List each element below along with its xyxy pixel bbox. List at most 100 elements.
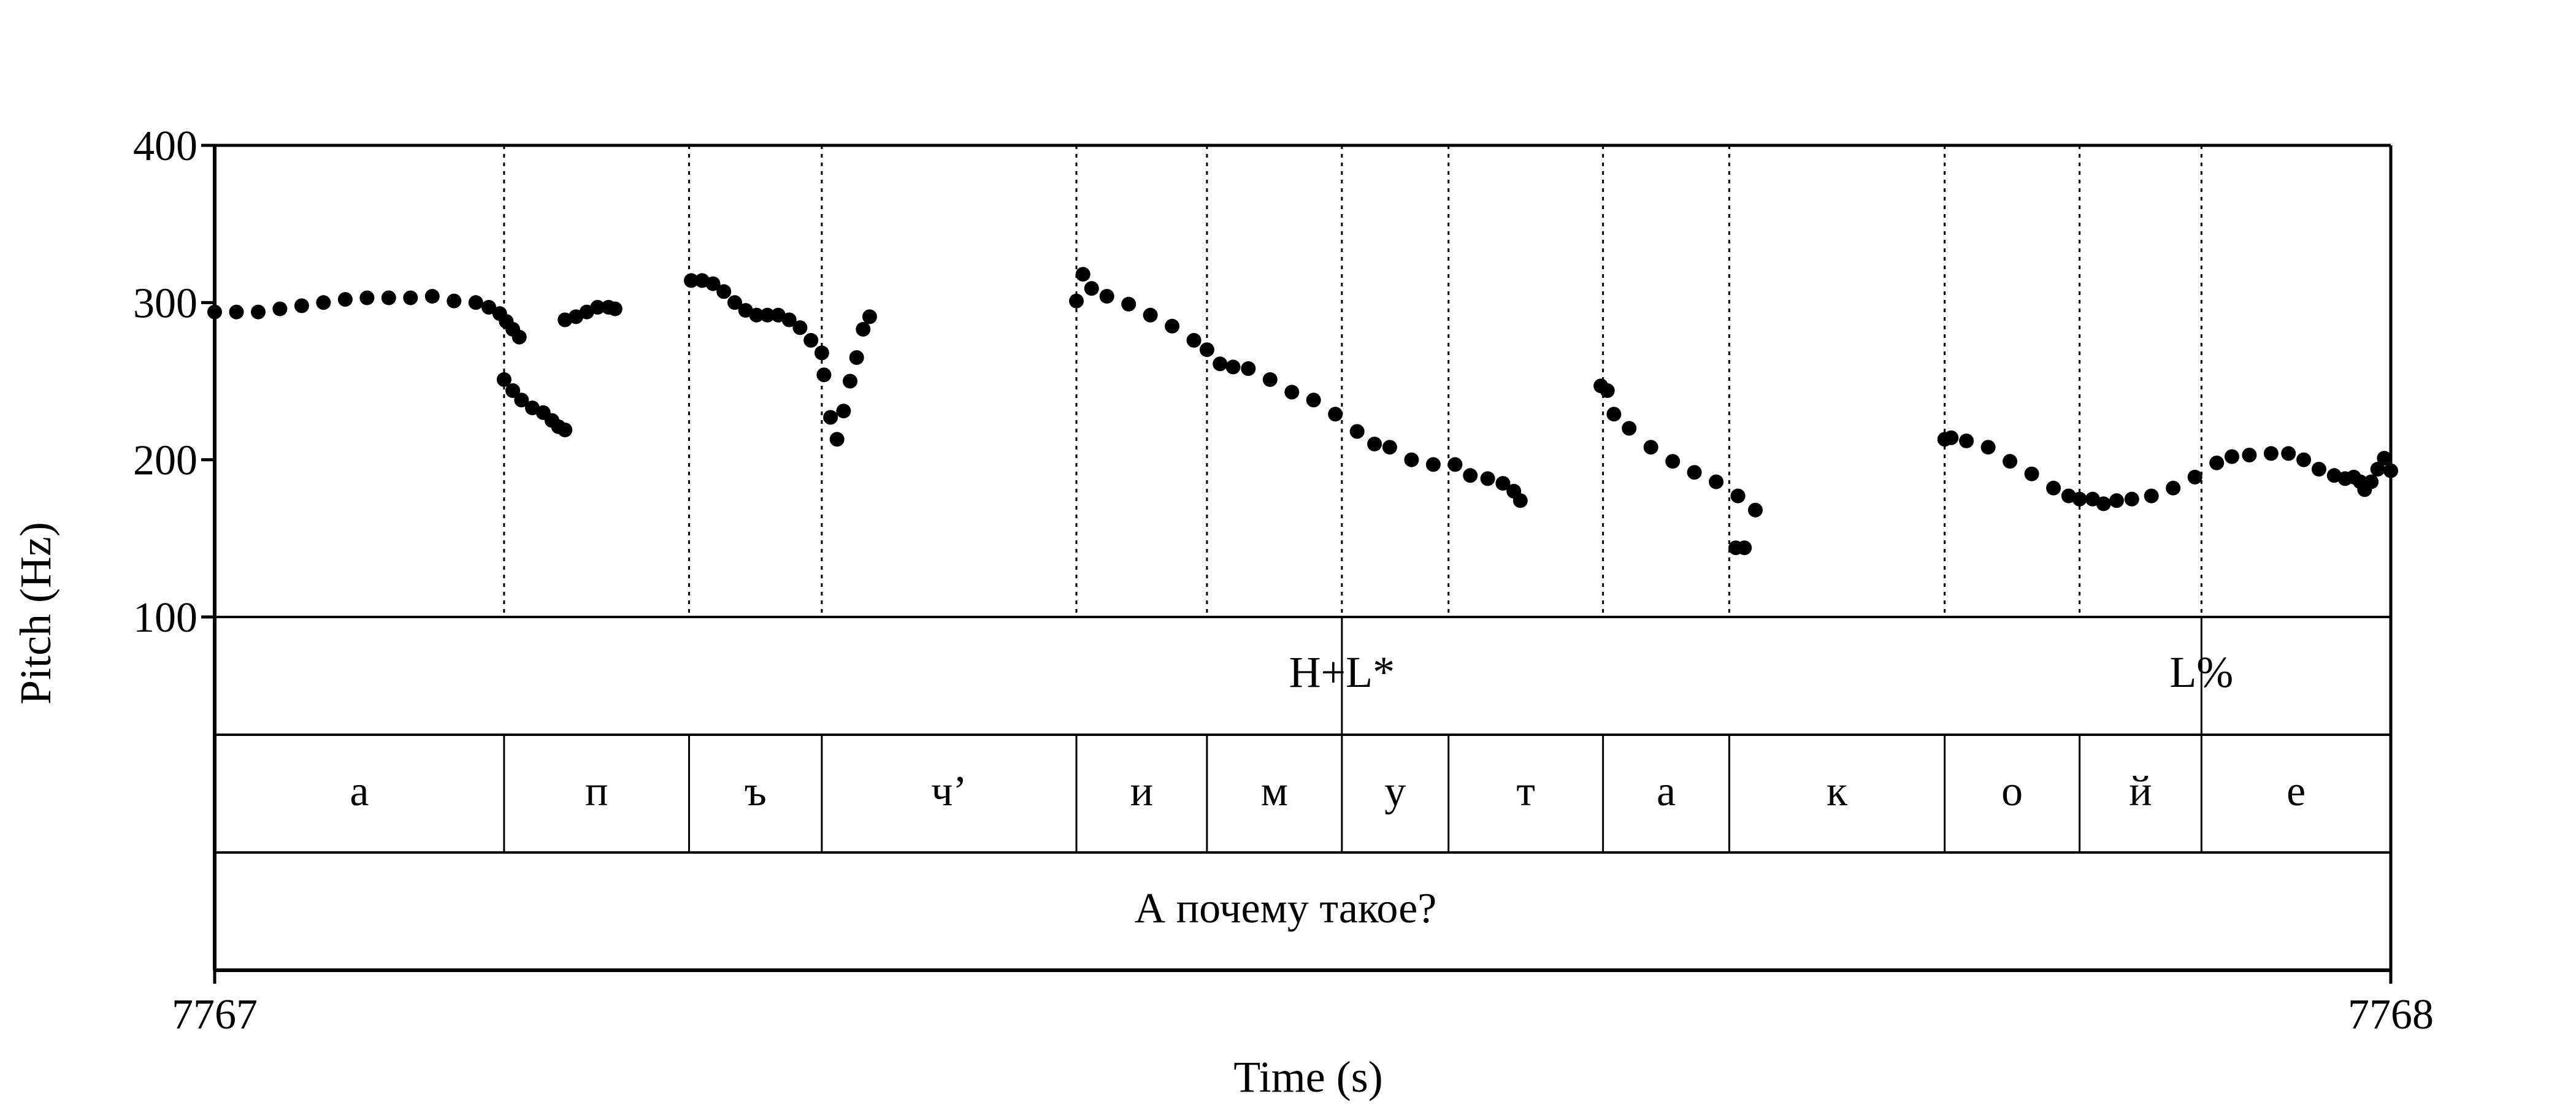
x-axis-label: Time (s) xyxy=(1233,1052,1382,1101)
pitch-point-19 xyxy=(505,383,521,398)
pitch-point-113 xyxy=(2296,452,2312,467)
pitch-point-62 xyxy=(1213,356,1228,372)
pitch-point-109 xyxy=(2225,449,2239,464)
pitch-point-59 xyxy=(1165,318,1180,334)
pitch-point-82 xyxy=(1606,407,1622,422)
pitch-point-12 xyxy=(468,295,483,310)
pitch-point-8 xyxy=(381,290,396,305)
pitch-point-39 xyxy=(760,307,775,323)
pitch-point-96 xyxy=(2003,454,2018,469)
pitch-point-74 xyxy=(1447,457,1463,472)
pitch-point-76 xyxy=(1480,471,1495,486)
pitch-point-103 xyxy=(2109,493,2124,508)
y-tick-label-1: 200 xyxy=(133,437,197,485)
y-tick-label-2: 300 xyxy=(133,280,197,327)
pitch-point-42 xyxy=(792,320,808,335)
pitch-point-51 xyxy=(856,321,871,337)
y-tick-label-3: 400 xyxy=(133,123,197,170)
pitch-point-17 xyxy=(512,329,527,345)
pitch-point-100 xyxy=(2072,491,2087,507)
pitch-point-72 xyxy=(1404,452,1419,467)
pitch-point-84 xyxy=(1643,440,1658,455)
segment-label-0: а xyxy=(350,768,369,815)
pitch-point-58 xyxy=(1143,307,1158,323)
pitch-point-104 xyxy=(2124,491,2139,507)
pitch-point-50 xyxy=(849,350,864,365)
segment-boundaries xyxy=(503,145,2202,852)
pitch-point-93 xyxy=(1944,430,1959,445)
pitch-point-35 xyxy=(716,284,732,299)
pitch-point-121 xyxy=(2370,462,2385,477)
pitch-point-47 xyxy=(829,432,845,447)
pitch-point-68 xyxy=(1328,407,1343,422)
pitch-point-122 xyxy=(2377,451,2392,466)
pitch-point-89 xyxy=(1748,502,1763,518)
pitch-point-79 xyxy=(1512,493,1528,508)
pitch-point-64 xyxy=(1241,361,1256,376)
pitch-point-7 xyxy=(359,290,375,305)
pitch-point-32 xyxy=(684,273,699,288)
segment-label-10: о xyxy=(2001,768,2023,815)
segment-label-7: т xyxy=(1516,768,1535,815)
pitch-point-63 xyxy=(1225,359,1241,375)
pitch-point-114 xyxy=(2311,462,2326,477)
pitch-point-95 xyxy=(1980,440,1996,455)
pitch-point-10 xyxy=(424,289,440,304)
pitch-point-107 xyxy=(2187,469,2202,485)
pitch-point-31 xyxy=(607,301,623,316)
pitch-point-0 xyxy=(207,304,222,320)
tone-tier-labels: H+L* L% xyxy=(1289,648,2234,697)
pitch-point-49 xyxy=(843,373,857,389)
pitch-point-108 xyxy=(2209,455,2225,470)
pitch-point-67 xyxy=(1306,393,1321,408)
pitch-point-110 xyxy=(2242,448,2257,462)
pitch-point-20 xyxy=(514,393,529,408)
pitch-point-94 xyxy=(1959,433,1974,448)
pitch-point-2 xyxy=(251,304,266,320)
x-axis: 7767 7768 xyxy=(172,970,2434,1038)
tone-label-1: L% xyxy=(2169,648,2233,697)
pitch-point-83 xyxy=(1622,421,1637,436)
pitch-point-81 xyxy=(1600,383,1615,398)
pitch-point-97 xyxy=(2024,466,2039,481)
pitch-point-48 xyxy=(836,404,851,419)
pitch-point-70 xyxy=(1367,437,1382,451)
pitch-point-4 xyxy=(294,298,309,313)
pitch-point-52 xyxy=(862,309,877,324)
segment-label-8: а xyxy=(1657,768,1676,815)
segment-label-9: к xyxy=(1827,768,1848,815)
figure-frame xyxy=(213,144,2393,972)
pitch-point-98 xyxy=(2046,480,2061,496)
y-axis-label: Pitch (Hz) xyxy=(11,522,60,705)
pitch-point-91 xyxy=(1737,540,1752,556)
pitch-point-75 xyxy=(1463,468,1478,483)
pitch-point-112 xyxy=(2281,446,2296,461)
pitch-point-57 xyxy=(1121,296,1137,312)
segment-label-1: п xyxy=(585,768,608,815)
pitch-points xyxy=(207,267,2398,556)
pitch-point-106 xyxy=(2166,480,2181,496)
pitch-point-53 xyxy=(1069,293,1084,308)
x-tick-label-0: 7767 xyxy=(172,991,258,1038)
pitch-point-123 xyxy=(2383,463,2398,478)
segment-label-12: е xyxy=(2287,768,2306,815)
pitch-point-65 xyxy=(1262,372,1278,387)
pitch-point-29 xyxy=(590,300,605,315)
pitch-point-46 xyxy=(823,410,838,425)
pitch-point-61 xyxy=(1199,342,1214,358)
pitch-point-25 xyxy=(558,423,573,437)
pitch-point-45 xyxy=(816,367,832,383)
pitch-point-38 xyxy=(749,307,764,323)
pitch-point-87 xyxy=(1709,474,1724,489)
segment-label-2: ъ xyxy=(745,768,767,815)
segment-label-3: ч’ xyxy=(931,768,967,815)
pitch-point-36 xyxy=(727,295,742,310)
pitch-point-41 xyxy=(781,312,797,328)
pitch-point-120 xyxy=(2364,474,2379,489)
pitch-point-105 xyxy=(2144,488,2159,504)
y-axis: 100 200 300 400 xyxy=(133,123,215,642)
pitch-point-55 xyxy=(1084,281,1099,296)
pitch-point-9 xyxy=(403,290,418,305)
pitch-point-34 xyxy=(705,276,721,291)
